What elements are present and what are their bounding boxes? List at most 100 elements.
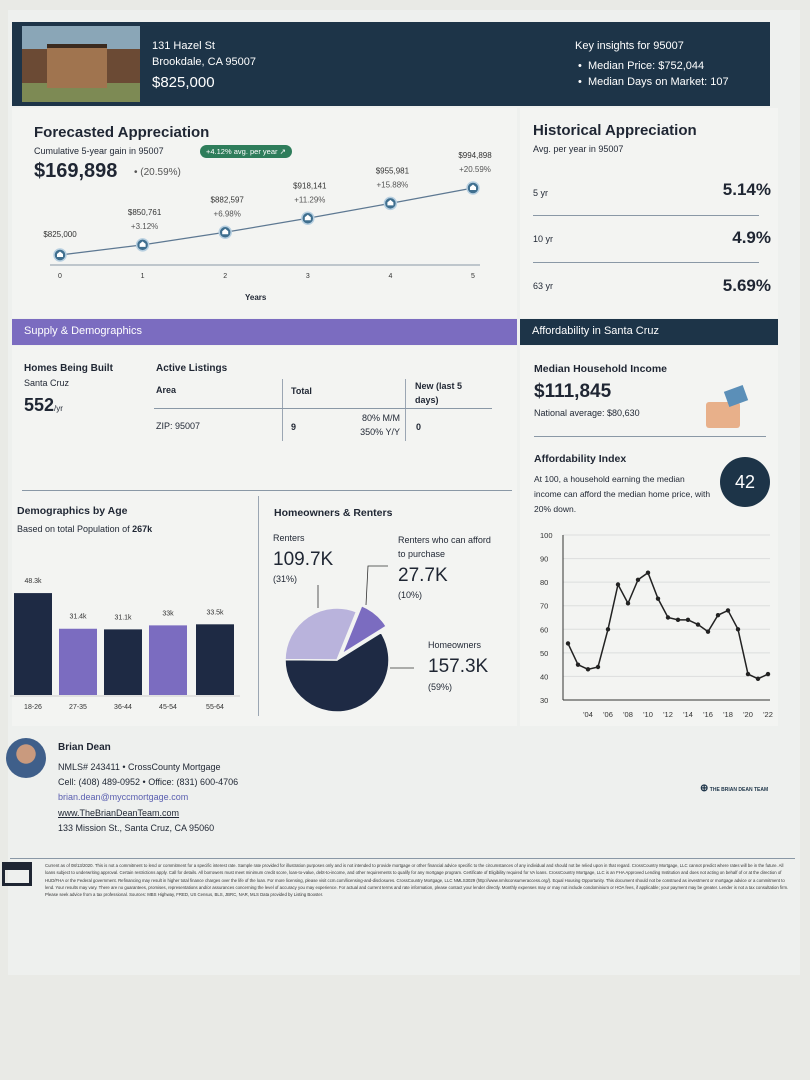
forecast-card: Forecasted Appreciation Cumulative 5-yea…: [12, 108, 517, 318]
bar-value-label: 31.1k: [114, 614, 132, 621]
x-tick-label: '18: [723, 710, 733, 719]
age-bar: [14, 593, 52, 695]
trend-up-icon: ↗: [279, 147, 286, 156]
equal-housing-icon: [2, 862, 32, 886]
agent-nmls: NMLS# 243411 • CrossCounty Mortgage: [58, 762, 221, 772]
row-new: 0: [416, 422, 422, 432]
pie-slice: [284, 631, 390, 713]
divider: [154, 408, 492, 409]
forecast-line: [59, 187, 474, 256]
bar-value-label: 33k: [162, 610, 174, 617]
x-tick-label: '16: [703, 710, 713, 719]
demographics-title: Demographics by Age: [17, 505, 128, 517]
data-point: [745, 671, 751, 677]
divider: [533, 262, 759, 263]
income-title: Median Household Income: [534, 363, 668, 375]
agent-email-link[interactable]: brian.dean@myccmortgage.com: [58, 792, 189, 802]
divider: [10, 858, 795, 859]
home-icon: [304, 214, 311, 221]
renters-pct: (31%): [273, 574, 298, 584]
insights-title: Key insights for 95007: [575, 40, 684, 52]
x-tick-label: '10: [643, 710, 653, 719]
demographics-subtitle: Based on total Population of 267k: [17, 524, 152, 534]
row-mm: 80% M/M: [361, 413, 400, 423]
category-label: 45-54: [159, 704, 177, 711]
data-point: [565, 641, 571, 646]
home-icon: [387, 199, 394, 206]
row-value: 5.14%: [722, 180, 771, 199]
leader-line: [365, 565, 388, 606]
data-point: [715, 612, 721, 618]
x-tick-label: 3: [306, 273, 310, 280]
supply-band: Supply & Demographics: [12, 319, 517, 345]
avg-per-year-badge: +4.12% avg. per year ↗: [200, 145, 292, 158]
data-point: [635, 577, 641, 582]
divider: [258, 496, 259, 716]
agent-website-link[interactable]: www.TheBrianDeanTeam.com: [58, 808, 180, 818]
x-tick-label: 4: [388, 273, 392, 280]
x-tick-label: '04: [583, 710, 593, 719]
agent-avatar: [6, 738, 46, 778]
home-icon: [470, 184, 476, 190]
forecast-gain-pct: • (20.59%): [134, 167, 181, 178]
data-point: [685, 617, 691, 623]
value-label: $918,141: [293, 181, 327, 190]
property-header: 131 Hazel St Brookdale, CA 95007 $825,00…: [12, 22, 770, 106]
data-point: [575, 662, 581, 667]
population: 267k: [132, 524, 153, 534]
homes-built-title: Homes Being Built: [24, 363, 113, 374]
category-label: 27-35: [69, 704, 87, 711]
logo-text: THE BRIAN DEAN TEAM: [709, 787, 769, 793]
insight-median-price: • Median Price: $752,044: [578, 60, 705, 72]
data-point: [585, 667, 591, 672]
homes-built-value: 552/yr: [24, 395, 63, 416]
age-bar: [59, 628, 97, 695]
category-label: 18-26: [24, 704, 42, 711]
home-icon: [57, 251, 63, 257]
x-tick-label: 1: [141, 273, 145, 280]
bar-value-label: 48.3k: [24, 578, 42, 585]
x-tick-label: '06: [603, 710, 613, 719]
x-tick-label: '22: [763, 710, 773, 719]
bar-value-label: 33.5k: [206, 609, 224, 616]
owners-pct: (59%): [428, 682, 453, 692]
data-point: [675, 617, 681, 623]
address-line2: Brookdale, CA 95007: [152, 56, 256, 68]
col-total: Total: [291, 386, 312, 396]
data-point: [615, 582, 621, 587]
home-icon: [139, 241, 146, 247]
agent-address: 133 Mission St., Santa Cruz, CA 95060: [58, 823, 215, 833]
historical-subtitle: Avg. per year in 95007: [533, 144, 624, 154]
agent-phones: Cell: (408) 489-0952 • Office: (831) 600…: [58, 777, 239, 787]
y-tick-label: 50: [540, 649, 548, 658]
pct-label: +3.12%: [131, 222, 158, 231]
x-tick-label: '12: [663, 710, 673, 719]
logo-mark-icon: ⊕: [700, 783, 709, 794]
historical-title: Historical Appreciation: [533, 122, 697, 139]
divider: [282, 379, 283, 441]
data-point: [645, 570, 651, 575]
forecast-subtitle: Cumulative 5-year gain in 95007: [34, 146, 164, 156]
value-label: $882,597: [211, 195, 245, 204]
afford-label: Renters who can afford to purchase: [398, 535, 491, 559]
national-average: National average: $80,630: [534, 408, 640, 418]
index-description: At 100, a household earning the median i…: [534, 474, 711, 514]
agent-name: Brian Dean: [58, 742, 111, 753]
data-point: [625, 601, 631, 606]
pct-label: +15.88%: [376, 180, 408, 189]
category-label: 55-64: [206, 704, 224, 711]
badge-text: +4.12% avg. per year: [206, 147, 278, 156]
row-label: 5 yr: [533, 188, 549, 198]
divider: [405, 379, 406, 441]
bar-value-label: 31.4k: [69, 614, 87, 621]
y-tick-label: 90: [540, 555, 548, 564]
data-point: [765, 671, 771, 677]
y-tick-label: 70: [540, 602, 548, 611]
owners-value: 157.3K: [428, 656, 489, 677]
value-label: $825,000: [43, 230, 77, 239]
age-bar: [104, 629, 142, 695]
x-tick-label: 2: [223, 273, 227, 280]
afford-value: 27.7K: [398, 565, 448, 586]
subtitle-text: Based on total Population of: [17, 524, 133, 534]
afford-pct: (10%): [398, 590, 423, 600]
